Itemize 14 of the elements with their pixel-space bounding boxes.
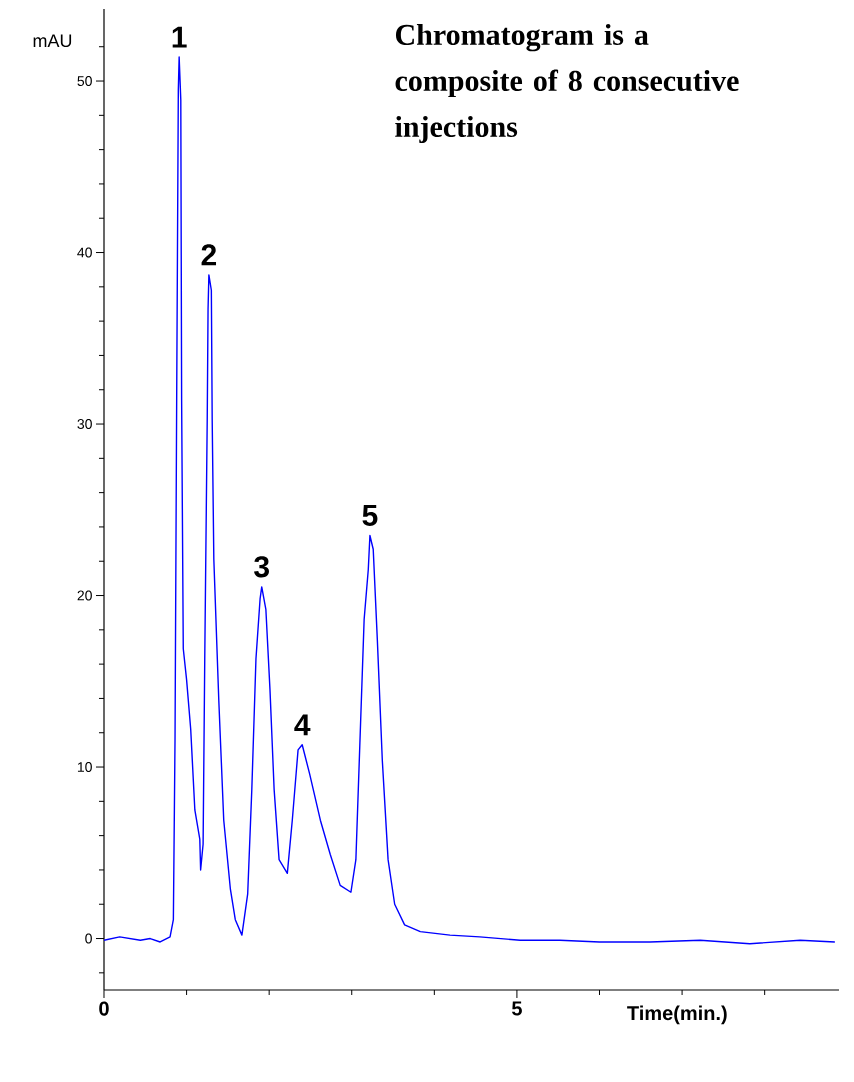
annotation: 2 (201, 244, 217, 266)
y-tick-label: 10 (77, 762, 92, 772)
y-tick-label: 20 (77, 590, 92, 601)
annotation: 5 (362, 505, 378, 526)
y-tick-label: 50 (77, 76, 92, 86)
y-tick-label: 0 (85, 933, 92, 944)
annotation: Chromatogram is a composite of 8 consecutive injections (395, 23, 739, 144)
annotation: 3 (254, 556, 269, 578)
y-tick-label: 30 (77, 419, 92, 429)
x-axis-title: Time(min.) (627, 1005, 727, 1025)
annotation: 4 (294, 714, 311, 736)
y-tick-label: 40 (77, 247, 92, 258)
annotation: 1 (172, 26, 187, 48)
y-axis-title: mAU (33, 34, 72, 48)
